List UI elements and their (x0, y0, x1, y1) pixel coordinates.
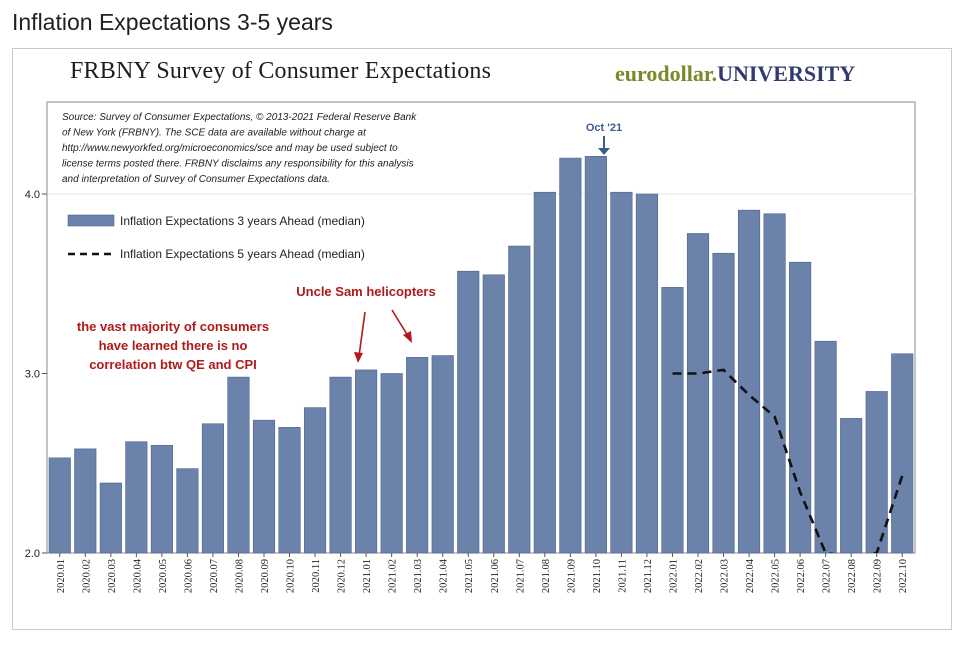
bar (533, 191, 556, 554)
source-note-line: license terms posted there. FRBNY discla… (62, 159, 414, 170)
x-tick-label: 2020.06 (183, 559, 194, 593)
annotation-consumers-line: the vast majority of consumers (77, 319, 269, 334)
bar (610, 191, 633, 554)
bar (891, 353, 914, 554)
source-note-line: and interpretation of Survey of Consumer… (62, 174, 330, 185)
x-tick-label: 2020.08 (234, 559, 245, 593)
bar (712, 252, 735, 554)
brand-part-2: UNIVERSITY (717, 61, 856, 86)
annotation-helicopters: Uncle Sam helicopters (296, 284, 435, 299)
source-note-line: Source: Survey of Consumer Expectations,… (62, 112, 417, 123)
series-line-5yr (672, 368, 904, 553)
bar (508, 245, 531, 554)
bar (686, 233, 710, 554)
x-tick-label: 2021.05 (464, 559, 475, 593)
x-tick-label: 2022.05 (771, 559, 782, 593)
x-tick-label: 2022.10 (898, 559, 909, 593)
x-tick-label: 2020.05 (158, 559, 169, 593)
bar (48, 457, 71, 554)
x-tick-label: 2021.11 (617, 559, 628, 593)
bar (814, 340, 837, 554)
bar (176, 468, 199, 554)
x-tick-label: 2021.07 (515, 559, 526, 593)
x-tick-label: 2022.04 (745, 558, 756, 593)
page-title: Inflation Expectations 3-5 years (12, 9, 333, 35)
bar (789, 261, 812, 554)
x-tick-label: 2022.09 (873, 559, 884, 593)
x-tick-label: 2021.04 (439, 558, 450, 593)
x-tick-label: 2022.01 (668, 559, 679, 593)
annotation-peak-arrowhead (598, 148, 610, 155)
source-note-line: of New York (FRBNY). The SCE data are av… (62, 128, 367, 139)
bar (559, 157, 582, 554)
x-tick-label: 2022.02 (694, 559, 705, 593)
x-tick-label: 2021.01 (362, 559, 373, 593)
x-tick-label: 2021.08 (541, 559, 552, 593)
brand-part-1: eurodollar. (615, 61, 718, 86)
annotation-peak: Oct '21 (586, 122, 622, 134)
legend-label-5yr: Inflation Expectations 5 years Ahead (me… (120, 247, 365, 261)
bar (584, 156, 607, 554)
x-tick-label: 2021.10 (592, 559, 603, 593)
annotation-arrowhead-1 (354, 352, 363, 363)
annotation-arrow-1 (358, 311, 366, 357)
x-tick-label: 2020.01 (56, 559, 67, 593)
bar (74, 448, 97, 554)
bar (303, 407, 327, 554)
bar (355, 369, 378, 554)
bar (635, 193, 659, 554)
annotation-arrow-2 (391, 309, 409, 337)
bar (201, 423, 225, 554)
legend-swatch-bar (67, 214, 115, 227)
bar (840, 418, 863, 554)
bar (457, 270, 480, 554)
bar (125, 441, 148, 554)
x-tick-label: 2021.02 (388, 559, 399, 593)
y-tick-label: 3.0 (25, 369, 40, 381)
chart-title: FRBNY Survey of Consumer Expectations (70, 58, 492, 84)
bar (329, 376, 352, 554)
annotation-consumers-line: correlation btw QE and CPI (89, 357, 257, 372)
x-tick-label: 2020.11 (311, 559, 322, 593)
x-tick-label: 2021.12 (643, 559, 654, 593)
bar (482, 274, 505, 554)
x-tick-label: 2022.08 (847, 559, 858, 593)
x-tick-label: 2022.03 (720, 559, 731, 593)
brand-logo: eurodollar.UNIVERSITY (615, 61, 855, 87)
bar (278, 427, 301, 554)
bar (252, 419, 276, 554)
bar (865, 391, 888, 554)
x-tick-label: 2020.02 (81, 559, 92, 593)
x-tick-label: 2020.04 (132, 558, 143, 593)
bar (737, 209, 761, 554)
y-tick-label: 4.0 (25, 189, 40, 201)
bar (406, 357, 429, 554)
bar (431, 355, 454, 554)
bar (380, 373, 403, 554)
x-tick-label: 2020.12 (337, 559, 348, 593)
source-note-line: http://www.newyorkfed.org/microeconomics… (62, 143, 398, 154)
x-tick-label: 2020.10 (286, 559, 297, 593)
x-tick-label: 2022.07 (822, 559, 833, 593)
bar (150, 444, 173, 554)
x-tick-label: 2020.09 (260, 559, 271, 593)
x-tick-label: 2022.06 (796, 559, 807, 593)
x-tick-label: 2021.09 (566, 559, 577, 593)
legend-label-3yr: Inflation Expectations 3 years Ahead (me… (120, 214, 365, 228)
x-tick-label: 2020.03 (107, 559, 118, 593)
bar (99, 482, 122, 554)
x-tick-label: 2020.07 (209, 559, 220, 593)
x-tick-label: 2021.06 (490, 559, 501, 593)
y-tick-label: 2.0 (25, 548, 40, 560)
bar (227, 376, 250, 554)
annotation-arrowhead-2 (403, 331, 412, 343)
bar (763, 213, 786, 554)
bar (661, 287, 684, 554)
x-tick-label: 2021.03 (413, 559, 424, 593)
annotation-consumers-line: have learned there is no (99, 338, 248, 353)
